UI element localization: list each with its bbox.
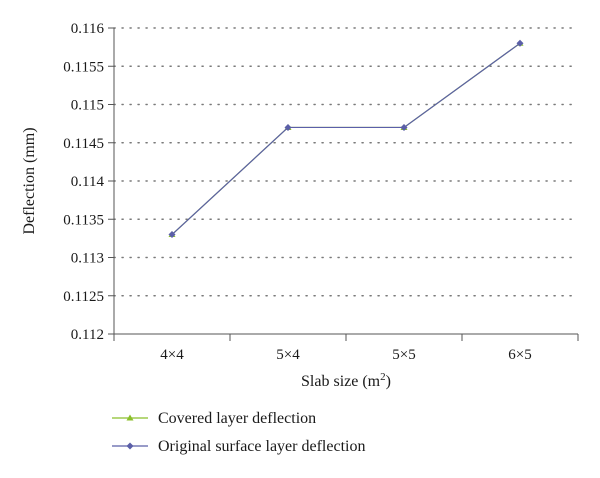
legend-swatch-marker xyxy=(126,442,134,450)
y-tick-label: 0.1155 xyxy=(63,59,104,75)
x-tick-label: 5×5 xyxy=(392,347,415,363)
y-tick-label: 0.113 xyxy=(71,251,104,267)
x-tick-label: 4×4 xyxy=(160,347,184,363)
series-0 xyxy=(168,39,524,238)
y-tick-label: 0.1145 xyxy=(63,136,104,152)
legend-item: Original surface layer deflection xyxy=(112,438,365,455)
legend: Covered layer deflection Original surface… xyxy=(112,410,365,455)
legend-item: Covered layer deflection xyxy=(112,410,316,427)
y-tick-label: 0.116 xyxy=(71,21,105,37)
legend-swatch-marker xyxy=(126,414,134,421)
x-axis-title-superscript: 2 xyxy=(380,371,386,383)
y-tick-label: 0.115 xyxy=(71,98,104,114)
data-point xyxy=(400,123,408,131)
x-axis-title-suffix: ) xyxy=(386,373,391,390)
data-point xyxy=(168,231,176,239)
series-line xyxy=(171,42,521,235)
x-tick-label: 6×5 xyxy=(508,347,531,363)
y-axis-title: Deflection (mm) xyxy=(21,127,38,234)
series-layer xyxy=(168,39,524,239)
data-point xyxy=(284,123,292,131)
data-point xyxy=(516,39,524,47)
x-axis-title-main: Slab size (m xyxy=(301,373,381,390)
legend-label: Original surface layer deflection xyxy=(158,438,365,455)
y-tick-label: 0.112 xyxy=(71,327,104,343)
x-axis-title: Slab size (m2) xyxy=(301,371,391,390)
series-line xyxy=(171,42,521,235)
y-tick-label: 0.114 xyxy=(71,174,105,190)
y-tick-label: 0.1135 xyxy=(63,212,104,228)
series-1 xyxy=(168,39,524,239)
grid-lines xyxy=(113,27,579,297)
x-tick-label: 5×4 xyxy=(276,347,300,363)
legend-label: Covered layer deflection xyxy=(158,410,316,427)
y-axis: 0.112 0.1125 0.113 0.1135 0.114 0.1145 0.115 0.… xyxy=(63,21,115,343)
x-axis: 4×4 5×4 5×5 6×5 xyxy=(113,333,579,363)
y-tick-label: 0.1125 xyxy=(63,289,104,305)
